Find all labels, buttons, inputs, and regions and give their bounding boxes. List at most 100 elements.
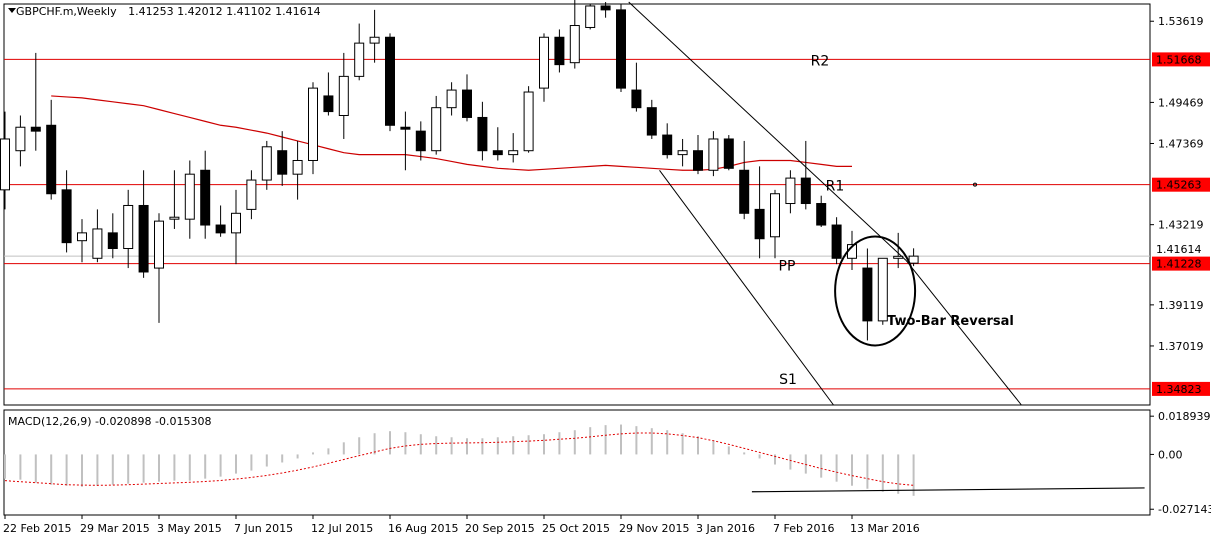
- candle: [415, 121, 426, 161]
- candle-body-bear: [277, 150, 288, 175]
- time-tick-label: 29 Mar 2015: [80, 522, 150, 535]
- candle-body-bear: [477, 116, 488, 152]
- symbol-label: GBPCHF.m,Weekly: [16, 5, 117, 18]
- candle-body-bull: [15, 126, 26, 152]
- candle-body-bull: [154, 220, 164, 269]
- candle: [61, 170, 72, 253]
- candle-body-bull: [369, 36, 380, 44]
- candle-body-bull: [523, 91, 534, 152]
- candle-body-bull: [338, 75, 349, 116]
- candle-body-bull: [585, 5, 596, 28]
- time-tick-label: 3 Jan 2016: [696, 522, 755, 535]
- candle-body-bull: [908, 255, 919, 264]
- candle-body-bear: [723, 138, 734, 169]
- candle-body-bear: [323, 95, 334, 113]
- candlesticks: [0, 0, 977, 347]
- candle: [200, 150, 211, 239]
- candle: [138, 170, 149, 278]
- candle: [231, 189, 241, 265]
- candle-body-bull: [785, 177, 796, 205]
- candle: [539, 33, 549, 102]
- macd-tick-label: 0.00: [1158, 448, 1183, 461]
- candle: [893, 232, 904, 269]
- level-r2-tag: [1152, 52, 1210, 67]
- candle-body-bull: [677, 150, 688, 156]
- level-name-r2: R2: [811, 53, 830, 69]
- candle-body-bear: [616, 9, 626, 89]
- candle-body-bull: [431, 107, 442, 152]
- level-pp-tag-label: 1.41228: [1156, 258, 1202, 271]
- candle: [246, 170, 257, 220]
- candle: [400, 111, 411, 171]
- candle: [123, 189, 134, 269]
- candle: [754, 166, 765, 259]
- candle-body-bear: [600, 5, 611, 11]
- candle: [554, 29, 565, 73]
- chart-header: GBPCHF.m,Weekly 1.41253 1.42012 1.41102 …: [16, 5, 321, 18]
- candle: [877, 257, 888, 325]
- candle-body-bull: [877, 257, 888, 322]
- candle: [107, 213, 118, 259]
- time-tick-label: 12 Jul 2015: [311, 522, 373, 535]
- candle: [569, 0, 580, 69]
- candle: [77, 219, 87, 263]
- candle: [30, 52, 41, 151]
- candle-body-bull: [708, 138, 719, 171]
- two-bar-reversal-annotation: Two-Bar Reversal: [887, 314, 1014, 329]
- reversal-ellipse: [834, 235, 917, 347]
- candle-body-bear: [831, 224, 842, 259]
- ohlc-label: 1.41253 1.42012 1.41102 1.41614: [128, 5, 320, 18]
- candle: [431, 95, 442, 155]
- candle: [369, 9, 380, 63]
- macd-label: MACD(12,26,9) -0.020898 -0.015308: [8, 415, 211, 428]
- candle: [169, 170, 180, 229]
- candle: [184, 160, 195, 239]
- price-tick-label: 1.49469: [1158, 96, 1204, 109]
- candle-body-bear: [816, 203, 827, 226]
- candle-body-bull: [261, 146, 272, 181]
- annotations: GBPCHF.m,Weekly 1.41253 1.42012 1.41102 …: [8, 5, 1014, 428]
- candle: [600, 2, 611, 18]
- channel-line-2: [659, 169, 834, 406]
- candle-body-bear: [61, 189, 72, 244]
- marker-dot: [973, 182, 977, 187]
- macd-tick-label: -0.027143: [1158, 503, 1211, 516]
- candle-body-bear: [400, 126, 411, 130]
- candle-body-bear: [200, 169, 211, 226]
- trend-channel: [628, 1, 1022, 406]
- candle-body-bear: [415, 130, 426, 152]
- candle-body-bull: [246, 179, 257, 210]
- candle-body-bull: [770, 193, 780, 238]
- time-tick-label: 20 Sep 2015: [465, 522, 535, 535]
- candle-body-bear: [739, 169, 750, 214]
- candle: [862, 248, 873, 341]
- candle: [323, 72, 334, 116]
- candle: [385, 33, 395, 132]
- candle-body-bear: [30, 126, 41, 132]
- level-r1-tag-label: 1.45263: [1156, 179, 1202, 192]
- candle-body-bear: [215, 224, 226, 234]
- candle: [677, 138, 688, 167]
- time-tick-label: 3 May 2015: [157, 522, 222, 535]
- candle: [446, 82, 457, 116]
- candle: [261, 140, 272, 190]
- channel-line-3: [905, 259, 1022, 406]
- candle-body-bull: [231, 212, 241, 234]
- candle: [354, 23, 365, 81]
- price-tick-label: 1.37019: [1158, 340, 1204, 353]
- candle-body-bear: [138, 204, 149, 273]
- level-s1-tag-label: 1.34823: [1156, 383, 1202, 396]
- candle: [508, 133, 519, 163]
- candle-body-bull: [92, 228, 103, 259]
- candle-body-bear: [46, 124, 57, 195]
- candle-body-bull: [893, 255, 904, 259]
- collapse-arrow-icon[interactable]: [8, 8, 16, 13]
- candle-body-bull: [123, 204, 134, 250]
- time-tick-label: 7 Jun 2015: [234, 522, 293, 535]
- candle: [693, 135, 703, 175]
- candle-body-bear: [107, 232, 118, 250]
- level-r1-tag: [1152, 177, 1210, 192]
- candle-body-bear: [554, 36, 565, 66]
- candle-body-bear: [462, 89, 472, 118]
- candle-body-bear: [754, 208, 765, 240]
